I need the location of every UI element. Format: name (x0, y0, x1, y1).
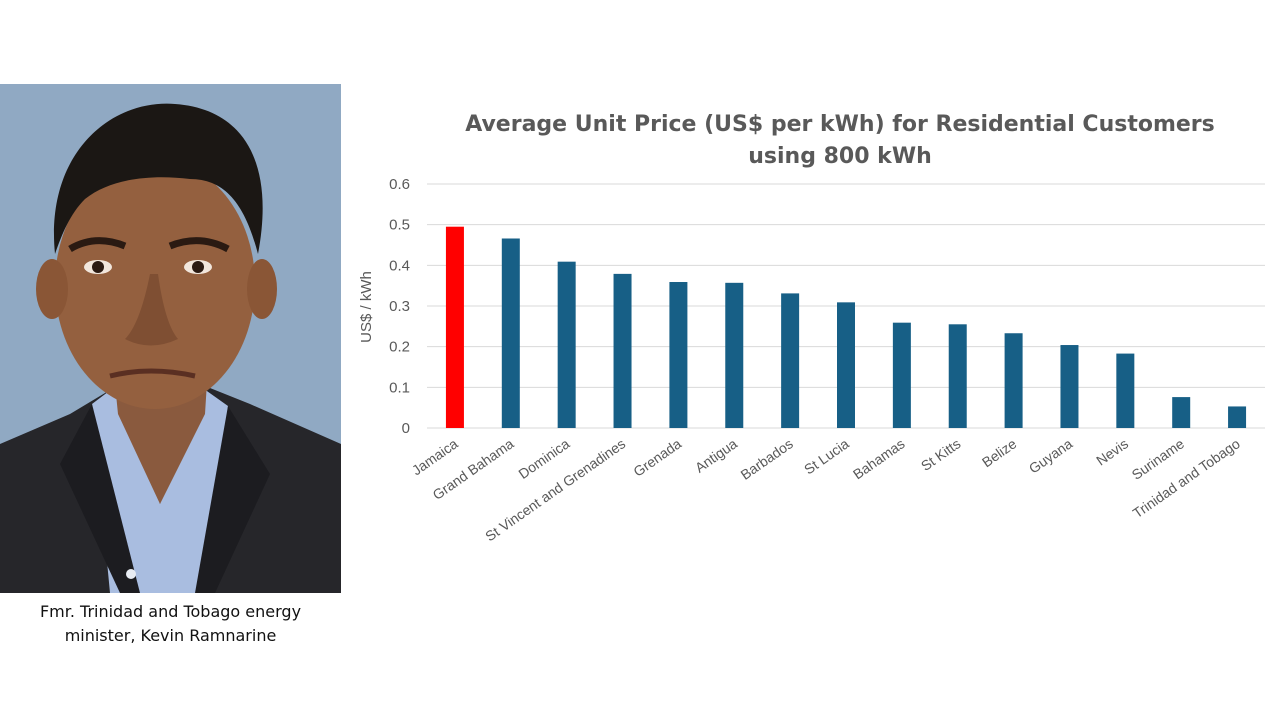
x-category-label: Guyana (1026, 435, 1076, 476)
y-tick-label: 0.4 (389, 257, 410, 274)
bar-barbados (781, 293, 800, 428)
bar-grenada (669, 282, 688, 428)
x-category-label: Antigua (692, 435, 740, 475)
x-category-label: St Kitts (918, 435, 964, 474)
x-category-label: Barbados (738, 435, 796, 482)
x-category-label: Jamaica (409, 435, 461, 478)
y-axis-label: US$ / kWh (358, 271, 375, 343)
bar-trinidad-and-tobago (1228, 406, 1247, 428)
bar-bahamas (892, 322, 911, 428)
bar-st-lucia (837, 302, 855, 428)
bar-st-vincent-and-grenadines (613, 273, 632, 428)
bar-belize (1004, 333, 1023, 428)
bar-suriname (1172, 397, 1191, 428)
y-tick-label: 0 (402, 420, 410, 437)
x-category-label: Nevis (1093, 435, 1131, 468)
x-category-label: Bahamas (850, 435, 908, 482)
bar-grand-bahama (501, 238, 520, 428)
photo-caption: Fmr. Trinidad and Tobago energy minister… (0, 600, 341, 648)
bar-jamaica (445, 226, 464, 428)
bar-antigua (725, 282, 744, 428)
chart-title: Average Unit Price (US$ per kWh) for Res… (350, 109, 1280, 173)
x-category-label: Grenada (630, 435, 684, 479)
y-tick-label: 0.3 (389, 298, 410, 315)
portrait-photo (0, 84, 341, 593)
bar-guyana (1060, 345, 1079, 428)
chart-title-line-2: using 800 kWh (748, 144, 932, 169)
x-category-label: Belize (979, 435, 1020, 470)
chart-title-line-1: Average Unit Price (US$ per kWh) for Res… (465, 112, 1215, 137)
bar-st-kitts (948, 324, 967, 428)
bar-chart: 0 0.1 0.2 0.3 0.4 0.5 0.6 US$ / kWh JamaicaGra… (358, 176, 1265, 544)
bar-nevis (1116, 353, 1135, 428)
caption-line-2: minister, Kevin Ramnarine (64, 626, 277, 645)
portrait-illustration (0, 84, 341, 593)
y-tick-label: 0.6 (389, 176, 410, 193)
y-tick-label: 0.1 (389, 379, 410, 396)
x-category-label: St Lucia (801, 435, 852, 477)
y-tick-label: 0.5 (389, 217, 410, 234)
y-axis-ticks: 0 0.1 0.2 0.3 0.4 0.5 0.6 (389, 176, 410, 437)
bars (445, 226, 1247, 428)
caption-line-1: Fmr. Trinidad and Tobago energy (39, 602, 302, 621)
y-tick-label: 0.2 (389, 339, 410, 356)
bar-dominica (557, 261, 576, 428)
